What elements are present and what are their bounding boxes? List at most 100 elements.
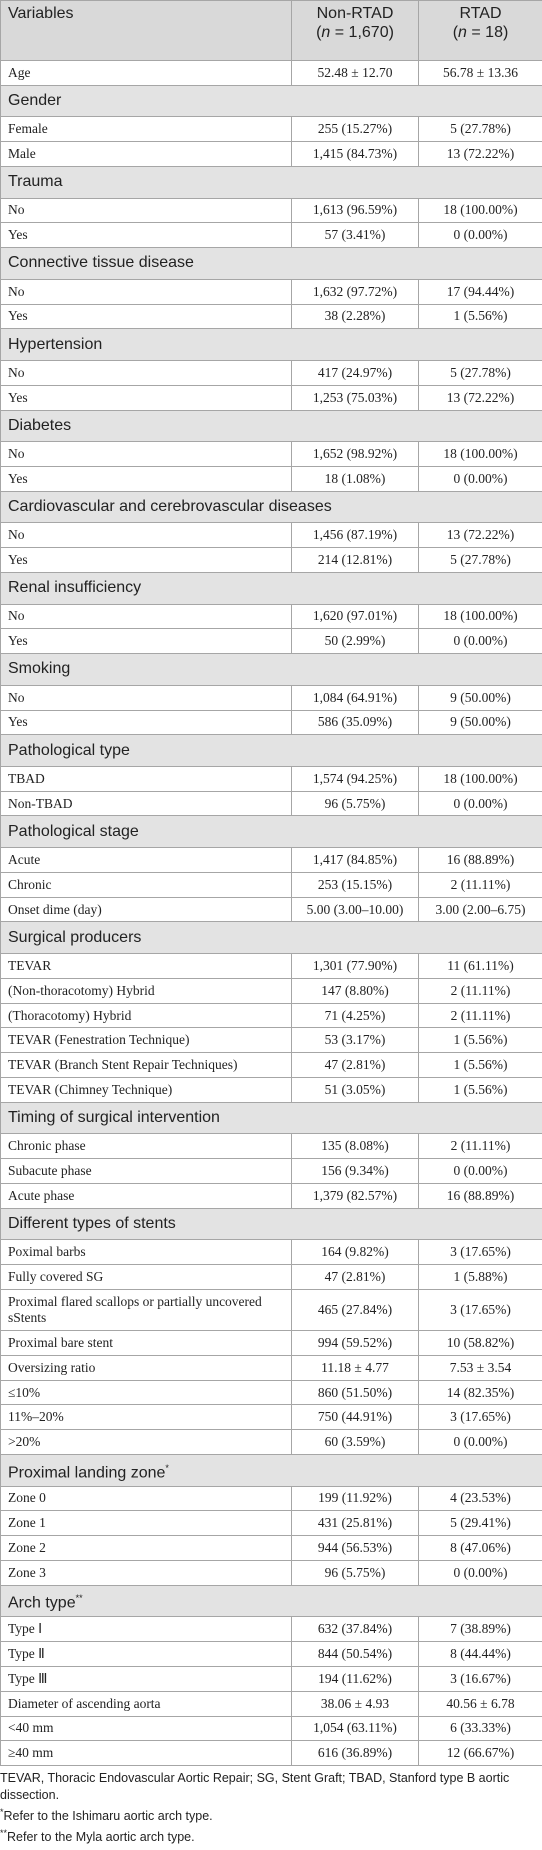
data-row: Type Ⅲ 194 (11.62%) 3 (16.67%): [0, 1665, 542, 1692]
section-title: Gender: [8, 92, 62, 110]
label-cell: Zone 3: [0, 1559, 292, 1586]
value-cell: 13 (72.22%): [418, 141, 542, 167]
value-cell: 0 (0.00%): [418, 790, 542, 817]
data-row: No 1,620 (97.01%) 18 (100.00%): [0, 603, 542, 630]
data-row: No 1,084 (64.91%) 9 (50.00%): [0, 684, 542, 711]
section-row: Timing of surgical intervention: [0, 1101, 542, 1135]
value-cell: 3 (16.67%): [418, 1665, 542, 1692]
footnote-mark: *: [0, 1807, 4, 1818]
value-cell: 96 (5.75%): [291, 1559, 419, 1586]
section-title: Surgical producers: [8, 928, 142, 946]
label-cell: TEVAR (Fenestration Technique): [0, 1027, 292, 1054]
section-cell: Different types of stents: [0, 1207, 542, 1241]
data-row: TEVAR 1,301 (77.90%) 11 (61.11%): [0, 953, 542, 979]
label-cell: Acute: [0, 847, 292, 873]
value-cell: 1,632 (97.72%): [291, 278, 419, 305]
section-title: Pathological stage: [8, 822, 139, 840]
value-cell: 1,253 (75.03%): [291, 384, 419, 411]
header-cell: RTAD (n = 18): [418, 0, 542, 61]
value-cell: 38 (2.28%): [291, 303, 419, 330]
data-row: Type Ⅱ 844 (50.54%) 8 (44.44%): [0, 1641, 542, 1667]
label-cell: No: [0, 197, 292, 224]
footnote: TEVAR, Thoracic Endovascular Aortic Repa…: [0, 1770, 540, 1804]
value-cell: 994 (59.52%): [291, 1330, 419, 1356]
section-title: Connective tissue disease: [8, 254, 194, 272]
value-cell: 53 (3.17%): [291, 1027, 419, 1054]
value-cell: 2 (11.11%): [418, 977, 542, 1004]
label-cell: No: [0, 441, 292, 467]
data-row: Yes 586 (35.09%) 9 (50.00%): [0, 709, 542, 736]
data-row: Age 52.48 ± 12.70 56.78 ± 13.36: [0, 60, 542, 86]
value-cell: 71 (4.25%): [291, 1002, 419, 1029]
data-row: Type Ⅰ 632 (37.84%) 7 (38.89%): [0, 1616, 542, 1643]
value-cell: 1,620 (97.01%): [291, 603, 419, 630]
header-n: n: [458, 24, 467, 41]
label-cell: Male: [0, 141, 292, 167]
section-row: Arch type**: [0, 1584, 542, 1618]
value-cell: 14 (82.35%): [418, 1379, 542, 1406]
data-row: Zone 2 944 (56.53%) 8 (47.06%): [0, 1535, 542, 1561]
label-cell: ≤10%: [0, 1379, 292, 1406]
data-row: >20% 60 (3.59%) 0 (0.00%): [0, 1429, 542, 1455]
label-cell: Type Ⅲ: [0, 1665, 292, 1692]
label-cell: Yes: [0, 384, 292, 411]
value-cell: 0 (0.00%): [418, 628, 542, 655]
label-cell: Yes: [0, 222, 292, 249]
footnote-text: Refer to the Myla aortic arch type.: [7, 1830, 195, 1845]
value-cell: 860 (51.50%): [291, 1379, 419, 1406]
value-cell: 18 (100.00%): [418, 603, 542, 630]
value-cell: 16 (88.89%): [418, 1183, 542, 1209]
value-cell: 8 (44.44%): [418, 1641, 542, 1667]
label-cell: Yes: [0, 628, 292, 655]
data-row: Yes 38 (2.28%) 1 (5.56%): [0, 303, 542, 330]
value-cell: 0 (0.00%): [418, 1158, 542, 1185]
header-label: Non-RTAD: [316, 5, 394, 22]
value-cell: 465 (27.84%): [291, 1289, 419, 1332]
section-cell: Diabetes: [0, 409, 542, 443]
value-cell: 50 (2.99%): [291, 628, 419, 655]
section-row: Cardiovascular and cerebrovascular disea…: [0, 490, 542, 524]
value-cell: 1,574 (94.25%): [291, 765, 419, 792]
data-row: Acute 1,417 (84.85%) 16 (88.89%): [0, 847, 542, 873]
value-cell: 0 (0.00%): [418, 222, 542, 249]
footnote: *Refer to the Ishimaru aortic arch type.: [0, 1804, 540, 1825]
value-cell: 47 (2.81%): [291, 1052, 419, 1079]
label-cell: Yes: [0, 465, 292, 492]
header-label: Variables: [8, 5, 74, 22]
value-cell: 18 (100.00%): [418, 765, 542, 792]
data-row: Poximal barbs 164 (9.82%) 3 (17.65%): [0, 1239, 542, 1266]
section-cell: Renal insufficiency: [0, 571, 542, 605]
label-cell: No: [0, 278, 292, 305]
section-title: Different types of stents: [8, 1215, 176, 1233]
label-cell: No: [0, 522, 292, 549]
value-cell: 3 (17.65%): [418, 1289, 542, 1332]
value-cell: 12 (66.67%): [418, 1740, 542, 1767]
label-cell: No: [0, 603, 292, 630]
value-cell: 40.56 ± 6.78: [418, 1690, 542, 1717]
label-cell: Yes: [0, 547, 292, 573]
value-cell: 1 (5.56%): [418, 303, 542, 330]
label-cell: Yes: [0, 709, 292, 736]
data-row: Proximal bare stent 994 (59.52%) 10 (58.82…: [0, 1330, 542, 1356]
data-row: Non-TBAD 96 (5.75%) 0 (0.00%): [0, 790, 542, 817]
data-row: No 417 (24.97%) 5 (27.78%): [0, 359, 542, 386]
data-row: Oversizing ratio 11.18 ± 4.77 7.53 ± 3.54: [0, 1354, 542, 1381]
label-cell: Poximal barbs: [0, 1239, 292, 1266]
value-cell: 1 (5.56%): [418, 1077, 542, 1103]
label-cell: No: [0, 359, 292, 386]
data-row: Yes 57 (3.41%) 0 (0.00%): [0, 222, 542, 249]
section-cell: Pathological type: [0, 734, 542, 767]
value-cell: 1,301 (77.90%): [291, 953, 419, 979]
section-title: Timing of surgical intervention: [8, 1109, 220, 1127]
value-cell: 96 (5.75%): [291, 790, 419, 817]
value-cell: 18 (1.08%): [291, 465, 419, 492]
header-n-open: (: [316, 24, 322, 41]
value-cell: 7.53 ± 3.54: [418, 1354, 542, 1381]
value-cell: 3 (17.65%): [418, 1239, 542, 1266]
value-cell: 47 (2.81%): [291, 1264, 419, 1291]
value-cell: 0 (0.00%): [418, 465, 542, 492]
label-cell: >20%: [0, 1429, 292, 1455]
label-cell: No: [0, 684, 292, 711]
section-row: Different types of stents: [0, 1207, 542, 1241]
